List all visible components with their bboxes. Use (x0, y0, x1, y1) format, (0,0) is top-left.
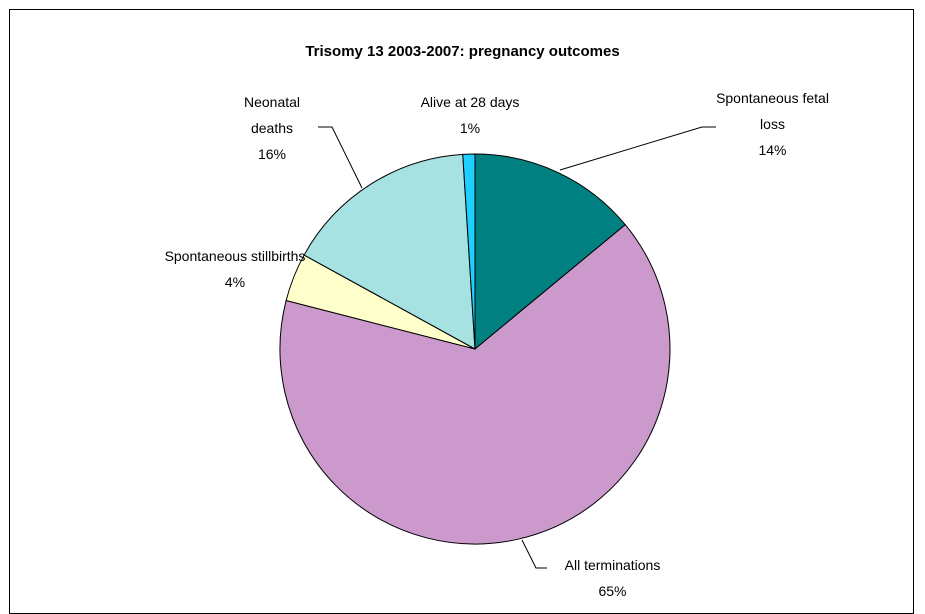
pie-slice (279, 223, 671, 545)
slice-label: Spontaneous stillbirths 4% (160, 243, 310, 295)
value-label: 1% (459, 120, 481, 136)
pie-slice (474, 153, 626, 351)
leader-line (318, 126, 363, 189)
slice-label: Alive at 28 days 1% (395, 89, 545, 141)
leader-lines (318, 126, 716, 569)
category-label: Spontaneous stillbirths (164, 248, 306, 264)
value-label: 16% (257, 146, 287, 162)
leader-line (521, 539, 547, 569)
value-label: 65% (598, 583, 627, 599)
category-label: Neonatal deaths (243, 94, 301, 136)
chart-title: Trisomy 13 2003-2007: pregnancy outcomes (305, 43, 620, 60)
pie-slice (462, 153, 476, 350)
category-label: All terminations (564, 557, 661, 573)
slice-label: Neonatal deaths 16% (227, 89, 317, 167)
category-label: Alive at 28 days (420, 94, 520, 110)
slice-label: Spontaneous fetal loss 14% (705, 85, 840, 163)
value-label: 4% (224, 274, 246, 290)
slice-label: All terminations 65% (530, 552, 695, 604)
pie-slice (303, 153, 476, 350)
value-label: 14% (758, 142, 787, 158)
leader-line (559, 126, 716, 171)
category-label: Spontaneous fetal loss (716, 90, 829, 132)
